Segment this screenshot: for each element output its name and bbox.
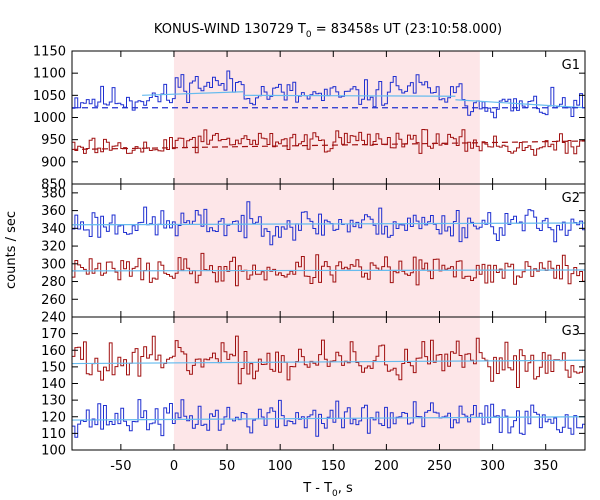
y-tick-label: 160 [41, 344, 66, 359]
background-fit-line [72, 269, 585, 272]
x-axis-label-rest: , s [338, 481, 353, 496]
y-tick-label: 280 [41, 275, 66, 290]
background-fit-line [455, 99, 585, 109]
y-tick-label: 360 [41, 204, 66, 219]
panel-g2: 240 260 280 300 320 340 360 380 G2 [41, 183, 586, 326]
y-tick-label: 120 [41, 410, 66, 425]
background-fit-line [72, 359, 585, 365]
y-tick-label: 110 [41, 427, 66, 442]
chart-title: KONUS-WIND 130729 T0 = 83458s UT (23:10:… [154, 22, 502, 40]
y-tick-label: 380 [41, 186, 66, 201]
chart-title-rest: = 83458s UT (23:10:58.000) [312, 22, 502, 37]
y-tick-label: 1100 [33, 67, 66, 82]
x-axis-label-subscript: 0 [332, 489, 338, 499]
background-fit-line [72, 416, 585, 421]
series-hard-counts [72, 335, 585, 388]
panel-label: G3 [562, 324, 580, 339]
y-tick-label: 100 [41, 444, 66, 459]
y-tick-label: 260 [41, 293, 66, 308]
chart-title-subscript: 0 [306, 30, 312, 40]
x-tick-label: 50 [219, 459, 236, 474]
panel-g1: 850 900 950 1000 1050 1100 1150 G1 [33, 45, 586, 193]
panel-label: G1 [562, 58, 580, 73]
chart-title-main: KONUS-WIND 130729 T [154, 22, 306, 37]
panels: 850 900 950 1000 1050 1100 1150 G1 240 260 280 300 3… [33, 45, 586, 459]
y-tick-label: 140 [41, 377, 66, 392]
y-tick-label: 130 [41, 394, 66, 409]
burst-interval-shade [173, 51, 480, 184]
y-tick-label: 340 [41, 222, 66, 237]
series-soft-counts [72, 201, 585, 246]
y-tick-label: 300 [41, 257, 66, 272]
x-tick-label: 100 [268, 459, 293, 474]
y-tick-label: 320 [41, 240, 66, 255]
x-tick-label: 150 [321, 459, 346, 474]
y-tick-label: 1050 [33, 89, 66, 104]
background-fit-line [142, 91, 244, 96]
series-hard-counts [72, 129, 585, 156]
x-tick-label: 350 [533, 459, 558, 474]
y-tick-label: 1150 [33, 45, 66, 60]
background-fit-line [242, 94, 456, 97]
y-tick-label: 1000 [33, 111, 66, 126]
y-tick-label: 900 [41, 155, 66, 170]
x-tick-label: -50 [110, 459, 131, 474]
burst-interval-shade [173, 184, 480, 317]
background-fit-line [72, 222, 585, 226]
x-axis-label: T - T0, s [302, 481, 353, 499]
x-tick-label: 0 [170, 459, 178, 474]
series-soft-counts [72, 399, 585, 438]
y-tick-label: 950 [41, 133, 66, 148]
y-tick-label: 150 [41, 360, 66, 375]
x-tick-label: 200 [374, 459, 399, 474]
y-axis-label: counts / sec [4, 211, 19, 289]
y-tick-label: 170 [41, 327, 66, 342]
y-tick-label: 850 [41, 178, 66, 193]
background-fit-line [72, 140, 585, 151]
y-tick-label: 240 [41, 311, 66, 326]
panel-label: G2 [562, 191, 580, 206]
x-axis-label-main: T - T [302, 481, 332, 496]
x-tick-label: 250 [427, 459, 452, 474]
x-tick-label: 300 [480, 459, 505, 474]
x-axis: -50 0 50 100 150 200 250 300 350 [110, 459, 558, 474]
